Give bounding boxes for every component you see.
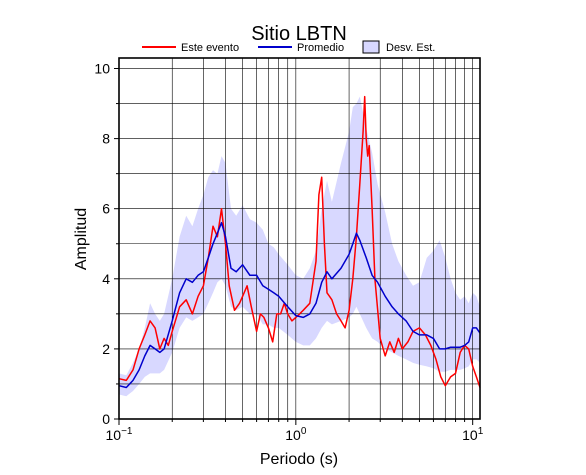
x-tick-label: 100	[285, 426, 307, 443]
x-axis-title: Periodo (s)	[260, 451, 338, 468]
legend-swatch-desv-est	[362, 40, 380, 54]
y-tick-label: 2	[102, 341, 110, 357]
legend-label-desv-est: Desv. Est.	[386, 42, 435, 54]
y-axis-title: Amplitud	[73, 208, 90, 270]
std-dev-band	[119, 96, 480, 397]
chart-title: Sitio LBTN	[251, 23, 347, 45]
legend-label-promedio: Promedio	[297, 42, 344, 54]
y-tick-label: 0	[102, 411, 110, 427]
legend-label-este-evento: Este evento	[181, 42, 239, 54]
y-tick-label: 10	[94, 61, 110, 77]
x-tick-label: 10−1	[106, 426, 133, 443]
y-tick-label: 4	[102, 271, 110, 287]
x-tick-label: 101	[462, 426, 484, 443]
y-tick-label: 8	[102, 131, 110, 147]
plot-frame	[118, 57, 481, 420]
y-tick-label: 6	[102, 201, 110, 217]
series-line-este-evento	[118, 95, 481, 388]
legend: Este evento Promedio Desv. Est.	[142, 40, 435, 54]
series-line-promedio	[118, 221, 481, 389]
plot-area: 0 2 4 6 8 10 10−1 100 101	[94, 57, 484, 443]
